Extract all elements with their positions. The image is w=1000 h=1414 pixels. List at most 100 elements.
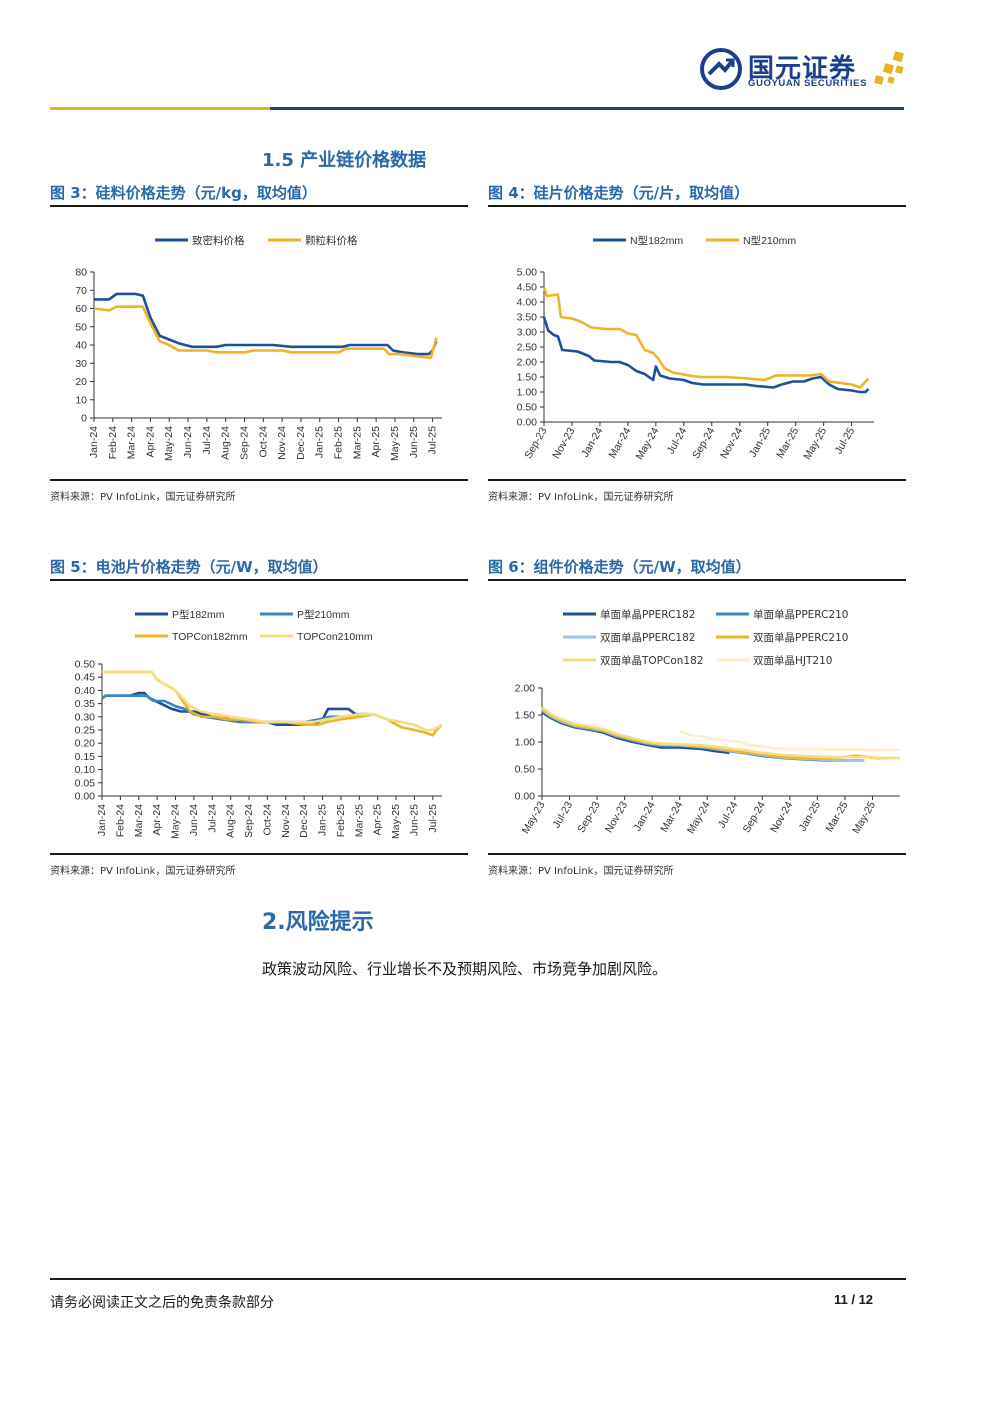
- x-tick-label: Jul-24: [201, 426, 213, 455]
- header-blue-rule: [270, 107, 904, 110]
- figure-5-top-rule: [50, 579, 468, 581]
- legend-dense-label: 致密料价格: [192, 234, 245, 247]
- x-tick-label: May-24: [634, 425, 662, 461]
- x-tick-label: May-25: [389, 426, 401, 461]
- x-tick-label: Jul-25: [833, 425, 858, 456]
- x-tick-label: May-23: [520, 799, 548, 835]
- x-tick-label: Jun-24: [188, 804, 200, 836]
- y-tick-label: 0.00: [75, 791, 96, 803]
- x-tick-label: Jan-25: [797, 799, 824, 833]
- legend-p182-label: P型182mm: [172, 608, 225, 621]
- x-tick-label: Jul-25: [427, 804, 439, 833]
- legend-bi-perc210-label: 双面单晶PPERC210: [753, 632, 848, 644]
- legend-p210-label: P型210mm: [297, 608, 350, 621]
- x-tick-label: Jul-24: [716, 799, 741, 830]
- y-tick-label: 0.50: [515, 764, 536, 776]
- legend: 单面单晶PPERC182 单面单晶PPERC210 双面单晶PPERC182 双…: [563, 609, 848, 667]
- x-tick-label: Feb-25: [335, 804, 347, 837]
- x-tick-label: Jun-24: [182, 426, 194, 458]
- legend: 致密料价格 颗粒料价格: [155, 234, 358, 247]
- y-tick-label: 1.50: [517, 372, 538, 384]
- x-tick-label: Nov-24: [280, 804, 292, 838]
- x-tick-label: Mar-25: [774, 425, 801, 460]
- y-tick-label: 3.00: [517, 327, 538, 339]
- x-tick-label: May-24: [685, 799, 713, 835]
- y-tick-label: 1.50: [515, 710, 536, 722]
- section-title: 1.5 产业链价格数据: [262, 150, 427, 171]
- figure-6-chart: 单面单晶PPERC182 单面单晶PPERC210 双面单晶PPERC182 双…: [515, 609, 900, 836]
- y-tick-label: 0.05: [75, 777, 96, 789]
- x-tick-label: Feb-24: [107, 426, 119, 459]
- y-tick-label: 1.00: [515, 737, 536, 749]
- x-tick-label: Sep-24: [243, 804, 255, 838]
- y-tick-label: 50: [75, 321, 87, 333]
- y-tick-label: 3.50: [517, 312, 538, 324]
- x-tick-label: Jan-24: [96, 804, 108, 836]
- x-tick-label: Dec-24: [298, 804, 310, 838]
- x-tick-label: Jul-25: [427, 426, 439, 455]
- x-tick-label: Feb-24: [114, 804, 126, 837]
- x-tick-label: Sep-23: [575, 799, 602, 834]
- y-tick-label: 0.00: [517, 417, 538, 429]
- legend: N型182mm N型210mm: [593, 234, 796, 247]
- x-tick-label: Oct-24: [261, 804, 273, 836]
- figure-5-title: 图 5：电池片价格走势（元/W，取均值）: [50, 558, 328, 576]
- logo-emblem-icon: [700, 48, 742, 90]
- y-tick-label: 0.10: [75, 764, 96, 776]
- y-tick-label: 2.00: [515, 683, 536, 695]
- y-tick-label: 0.30: [75, 711, 96, 723]
- legend-mono-perc182-label: 单面单晶PPERC182: [600, 609, 695, 621]
- series-line-2: [541, 708, 865, 762]
- figure-5-chart: P型182mm P型210mm TOPCon182mm TOPCon210mm …: [75, 608, 443, 839]
- x-tick-label: Sep-24: [238, 426, 250, 460]
- x-tick-label: Jun-25: [408, 804, 420, 836]
- y-tick-label: 10: [75, 394, 87, 406]
- footer-rule: [50, 1278, 906, 1280]
- y-tick-label: 0.50: [75, 659, 96, 671]
- y-tick-label: 0.25: [75, 725, 96, 737]
- y-tick-label: 0.50: [517, 402, 538, 414]
- x-tick-label: Sep-24: [741, 799, 768, 834]
- series-line-1: [93, 305, 438, 360]
- x-tick-label: May-25: [850, 799, 878, 835]
- x-tick-label: Jan-24: [88, 426, 100, 458]
- y-tick-label: 0.15: [75, 751, 96, 763]
- y-tick-label: 0.00: [515, 791, 536, 803]
- figure-6-top-rule: [488, 579, 906, 581]
- x-tick-label: Apr-24: [144, 426, 156, 458]
- x-tick-label: Nov-23: [550, 425, 577, 460]
- x-tick-label: Oct-24: [257, 426, 269, 458]
- y-tick-label: 5.00: [517, 267, 538, 279]
- y-tick-label: 40: [75, 340, 87, 352]
- x-tick-label: Mar-24: [658, 799, 685, 834]
- logo-cn-text: 国元证券: [748, 54, 857, 84]
- legend-topcon210-label: TOPCon210mm: [297, 631, 373, 643]
- series-line-4: [541, 705, 900, 760]
- y-tick-label: 0: [81, 413, 87, 425]
- y-tick-label: 0.35: [75, 698, 96, 710]
- x-tick-label: May-24: [170, 804, 182, 839]
- x-tick-label: Aug-24: [225, 804, 237, 838]
- x-tick-label: Aug-24: [220, 426, 232, 460]
- x-tick-label: Nov-24: [768, 799, 795, 834]
- x-tick-label: Jul-23: [550, 799, 575, 830]
- x-tick-label: Sep-24: [690, 425, 717, 460]
- x-tick-label: Nov-24: [276, 426, 288, 460]
- series-line-0: [94, 292, 438, 356]
- x-tick-label: Jul-24: [206, 804, 218, 833]
- x-tick-label: Dec-24: [295, 426, 307, 460]
- y-tick-label: 2.00: [517, 357, 538, 369]
- legend-bi-topcon182-label: 双面单晶TOPCon182: [600, 655, 703, 667]
- x-tick-label: Mar-25: [353, 804, 365, 837]
- x-tick-label: Mar-25: [351, 426, 363, 459]
- figure-3-top-rule: [50, 205, 468, 207]
- x-tick-label: Jan-25: [314, 426, 326, 458]
- figure-4-source: 资料来源：PV InfoLink，国元证券研究所: [488, 492, 674, 503]
- y-tick-label: 20: [75, 376, 87, 388]
- series-line-3: [102, 670, 443, 732]
- x-tick-label: May-25: [801, 425, 829, 461]
- plot-area: 0 10 20 30 40 50 60 70 80 Jan-24 Feb-24 Mar-24 Apr-2…: [75, 267, 442, 461]
- logo-en-text: GUOYUAN SECURITIES: [748, 78, 868, 89]
- x-tick-label: Apr-25: [370, 426, 382, 458]
- figure-3-title: 图 3：硅料价格走势（元/kg，取均值）: [50, 184, 317, 202]
